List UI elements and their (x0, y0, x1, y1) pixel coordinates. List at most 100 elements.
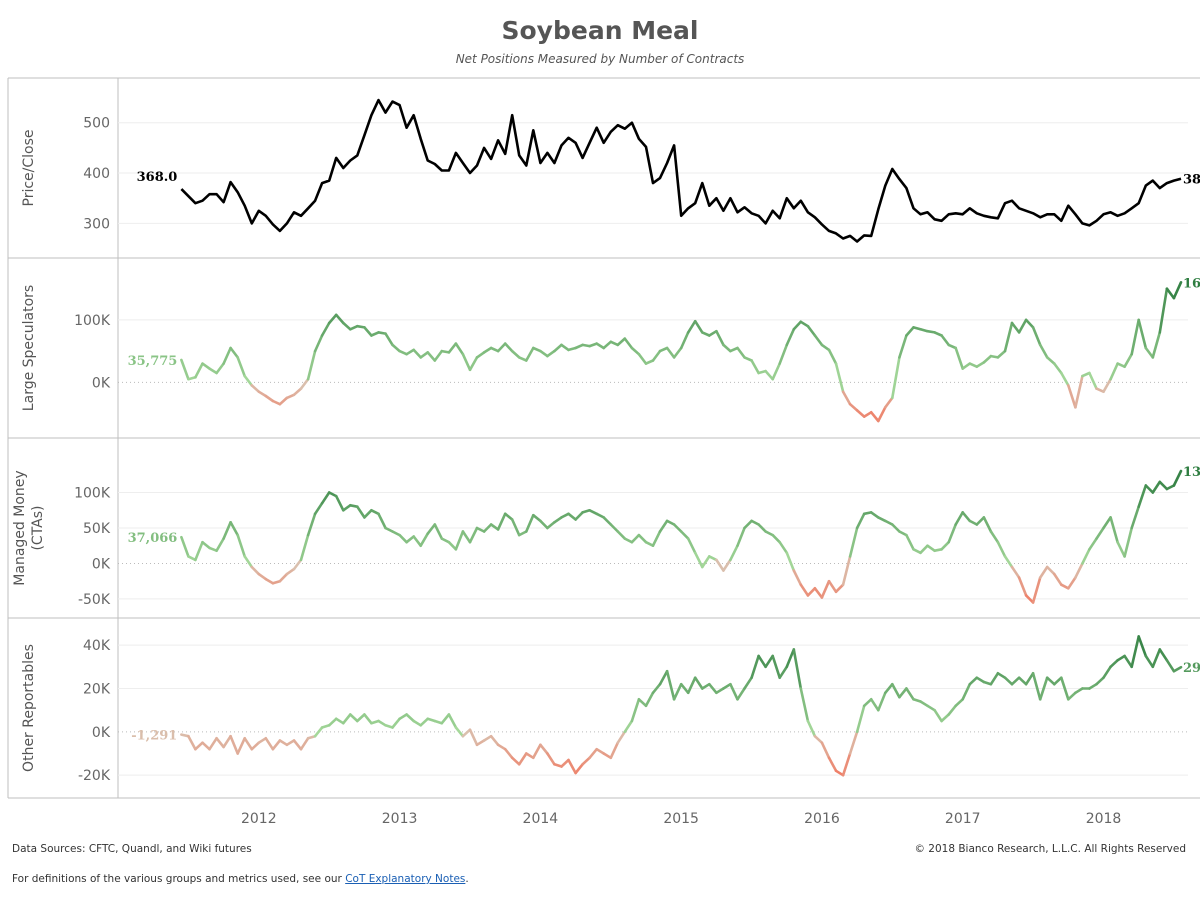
series-segment (933, 708, 943, 723)
series-segment (447, 713, 458, 729)
series-segment (1137, 484, 1148, 509)
series-segment (1144, 654, 1155, 669)
series-segment (517, 752, 528, 766)
chart-title: Soybean Meal (501, 16, 699, 45)
series-segment (743, 519, 753, 530)
series-segment (391, 343, 401, 353)
series-segment (327, 717, 338, 727)
series-segment (1081, 547, 1091, 565)
series-segment (377, 719, 387, 727)
series-segment (531, 513, 542, 523)
series-segment (489, 734, 500, 747)
series-segment (222, 520, 232, 540)
series-segment (1095, 526, 1105, 540)
series-segment (771, 533, 782, 544)
series-segment (700, 555, 711, 569)
series-segment (1130, 635, 1140, 669)
series-segment (595, 747, 606, 755)
cot-explanatory-notes-link[interactable]: CoT Explanatory Notes (345, 873, 466, 885)
series-segment (250, 565, 261, 576)
series-segment (334, 717, 345, 725)
series-segment (841, 752, 852, 777)
series-segment (257, 736, 268, 745)
series-segment (355, 713, 366, 723)
series-segment (700, 682, 711, 690)
series-segment (651, 530, 662, 548)
x-tick-label: 2015 (663, 811, 699, 827)
series-segment (693, 551, 704, 569)
series-segment (363, 508, 373, 519)
series-segment (996, 671, 1007, 680)
series-segment (623, 719, 634, 734)
series-segment (855, 512, 866, 530)
series-segment (658, 669, 669, 686)
series-segment (757, 654, 767, 669)
series-segment (1045, 565, 1056, 576)
series-segment (1144, 484, 1155, 494)
series-segment (926, 544, 936, 553)
series-segment (876, 405, 887, 423)
series-segment (1144, 346, 1155, 359)
series-segment (398, 713, 408, 721)
series-segment (679, 530, 690, 540)
series-segment (454, 342, 465, 356)
x-tick-label: 2014 (523, 811, 559, 827)
series-segment (1102, 665, 1112, 680)
series-segment (806, 586, 817, 597)
series-segment (1095, 676, 1105, 686)
series-segment (553, 516, 563, 524)
series-segment (1053, 362, 1063, 375)
series-segment (679, 682, 690, 695)
series-segment (271, 739, 282, 751)
series-segment (567, 758, 577, 775)
last-value-label: 130,385 (1183, 465, 1200, 480)
series-segment (180, 535, 190, 558)
series-segment (954, 346, 965, 370)
series-segment (954, 511, 965, 526)
series-segment (813, 734, 824, 745)
series-segment (848, 526, 859, 558)
series-segment (201, 741, 211, 751)
series-segment (799, 583, 810, 597)
series-segment (961, 511, 972, 523)
series-segment (926, 704, 936, 712)
series-segment (975, 516, 986, 526)
series-segment (890, 682, 901, 699)
series-segment (883, 682, 894, 695)
series-segment (715, 329, 725, 347)
series-segment (180, 358, 190, 381)
series-segment (890, 523, 901, 533)
series-segment (785, 648, 796, 669)
series-segment (954, 697, 965, 708)
series-segment (672, 346, 683, 359)
y-tick-label: 100K (74, 486, 111, 502)
series-segment (475, 526, 486, 533)
series-segment (693, 319, 704, 334)
series-segment (419, 351, 430, 359)
definitions-note: For definitions of the various groups an… (12, 873, 469, 885)
series-segment (616, 730, 627, 745)
series-segment (792, 569, 803, 587)
series-segment (461, 530, 472, 544)
series-segment (341, 321, 352, 331)
series-segment (229, 734, 239, 755)
series-segment (503, 747, 514, 760)
series-segment (750, 519, 760, 526)
series-segment (299, 736, 310, 751)
series-segment (722, 343, 732, 353)
series-segment (229, 520, 239, 537)
series-segment (201, 540, 211, 550)
last-value-label: 29,842 (1183, 661, 1200, 676)
series-segment (707, 329, 718, 337)
series-segment (391, 530, 401, 537)
series-segment (827, 348, 838, 365)
series-segment (595, 512, 606, 519)
series-segment (243, 555, 254, 569)
series-segment (961, 682, 972, 701)
series-segment (883, 519, 894, 526)
series-segment (524, 346, 535, 362)
series-segment (968, 676, 979, 686)
series-segment (496, 512, 507, 531)
series-segment (989, 671, 1000, 686)
series-segment (1031, 576, 1042, 604)
